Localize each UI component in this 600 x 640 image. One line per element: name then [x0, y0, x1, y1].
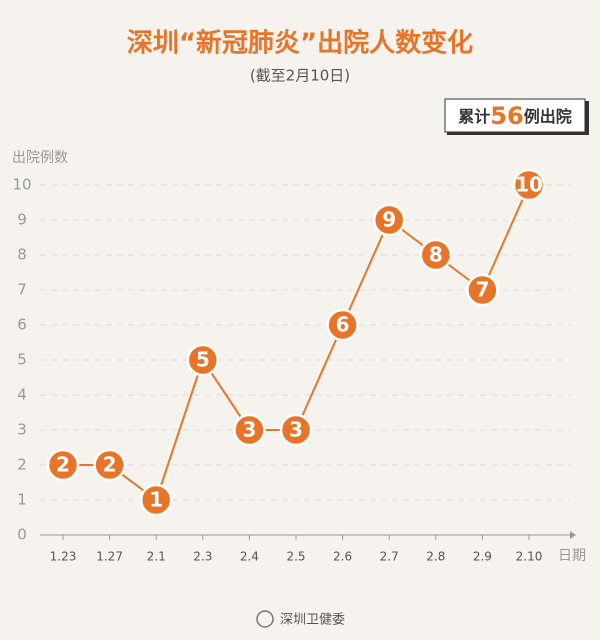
- x-tick-label: 2.8: [426, 550, 445, 564]
- data-label: 2: [56, 453, 70, 477]
- data-label: 3: [289, 418, 303, 442]
- point: [279, 413, 313, 447]
- point: [93, 448, 126, 482]
- point: [139, 483, 173, 517]
- data-label: 6: [336, 313, 350, 337]
- point: [46, 448, 80, 482]
- badge-text: 累计56例出院: [458, 102, 571, 130]
- point: [372, 203, 406, 237]
- y-tick-label: 10: [12, 176, 31, 194]
- y-axis-label: 出院例数: [12, 150, 68, 166]
- chart-subtitle: (截至2月10日): [250, 67, 350, 85]
- point: [512, 168, 546, 202]
- data-label: 9: [382, 208, 396, 232]
- badge: [444, 98, 586, 133]
- source-logo: [256, 610, 274, 628]
- data-label: 1: [149, 488, 163, 512]
- y-tick-label: 9: [17, 211, 27, 229]
- x-tick-label: 2.10: [516, 550, 543, 564]
- source: 深圳卫健委: [256, 610, 345, 628]
- x-tick-label: 1.23: [50, 550, 77, 564]
- point: [466, 273, 499, 307]
- badge-suffix: 例出院: [524, 107, 572, 126]
- point: [419, 238, 453, 272]
- y-tick-label: 6: [17, 316, 27, 334]
- y-tick-label: 7: [17, 281, 27, 299]
- x-tick-label: 1.27: [96, 550, 123, 564]
- data-label: 3: [242, 418, 256, 442]
- data-label: 5: [196, 348, 210, 372]
- x-tick-label: 2.6: [333, 550, 352, 564]
- y-tick-label: 1: [17, 491, 27, 509]
- x-tick-label: 2.7: [380, 550, 399, 564]
- point: [186, 343, 220, 377]
- y-tick-label: 8: [17, 246, 27, 264]
- point: [326, 308, 359, 342]
- data-label: 8: [429, 243, 443, 267]
- y-tick-label: 0: [17, 526, 27, 544]
- y-tick-label: 2: [17, 456, 27, 474]
- x-axis-arrow: [570, 531, 576, 539]
- point: [233, 413, 266, 447]
- chart-title: 深圳“新冠肺炎”出院人数变化: [127, 28, 473, 59]
- x-tick-label: 2.9: [473, 550, 492, 564]
- x-tick-label: 2.1: [147, 550, 166, 564]
- x-tick-label: 2.3: [193, 550, 212, 564]
- badge-prefix: 累计: [458, 107, 490, 126]
- data-label: 2: [103, 453, 117, 477]
- data-label: 7: [475, 278, 489, 302]
- x-axis-label: 日期: [558, 548, 586, 564]
- badge-value: 56: [490, 102, 523, 130]
- y-tick-label: 3: [17, 421, 27, 439]
- x-tick-label: 2.5: [286, 550, 305, 564]
- y-tick-label: 4: [17, 386, 27, 404]
- y-tick-label: 5: [17, 351, 27, 369]
- data-label: 10: [515, 173, 543, 197]
- x-tick-label: 2.4: [240, 550, 259, 564]
- source-text: 深圳卫健委: [280, 613, 345, 628]
